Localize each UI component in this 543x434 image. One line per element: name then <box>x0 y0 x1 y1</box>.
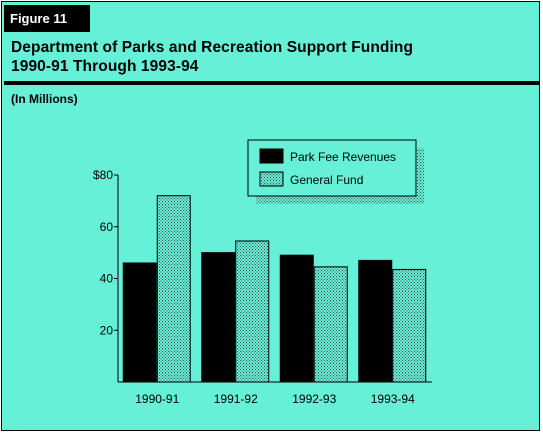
bar-park-fee-revenues <box>279 254 314 383</box>
bar-general-fund <box>156 195 191 383</box>
title-line-2: 1990-91 Through 1993-94 <box>11 58 199 75</box>
x-tick-label: 1993-94 <box>371 392 415 406</box>
bar-general-fund <box>392 268 427 383</box>
x-tick-label: 1992-93 <box>292 392 336 406</box>
y-tick-label: 40 <box>100 272 114 286</box>
bar-park-fee-revenues <box>358 259 393 383</box>
x-tick-label: 1990-91 <box>135 392 179 406</box>
bar-park-fee-revenues <box>201 252 236 383</box>
y-tick-label: 20 <box>100 323 114 337</box>
title-line-1: Department of Parks and Recreation Suppo… <box>11 39 414 56</box>
legend: Park Fee Revenues General Fund <box>247 139 417 197</box>
legend-label: General Fund <box>290 173 363 187</box>
legend-swatch-general-fund <box>259 171 284 187</box>
figure-title: Department of Parks and Recreation Suppo… <box>11 38 413 76</box>
legend-box <box>247 139 417 197</box>
tick-labels: 20 40 60 $80 1990-91 1991-92 1992-93 1993-94 <box>93 168 415 406</box>
y-tick-label: 60 <box>100 220 114 234</box>
x-tick-label: 1991-92 <box>214 392 258 406</box>
bars <box>122 195 427 383</box>
y-tick-label: $80 <box>93 168 113 182</box>
units-note: (In Millions) <box>11 92 78 106</box>
bar-general-fund <box>235 240 270 383</box>
title-divider <box>4 81 539 85</box>
figure-label: Figure 11 <box>4 5 90 32</box>
legend-label: Park Fee Revenues <box>290 150 396 164</box>
bar-park-fee-revenues <box>122 262 157 383</box>
bar-general-fund <box>313 266 348 383</box>
legend-swatch-park-fee <box>259 148 284 164</box>
